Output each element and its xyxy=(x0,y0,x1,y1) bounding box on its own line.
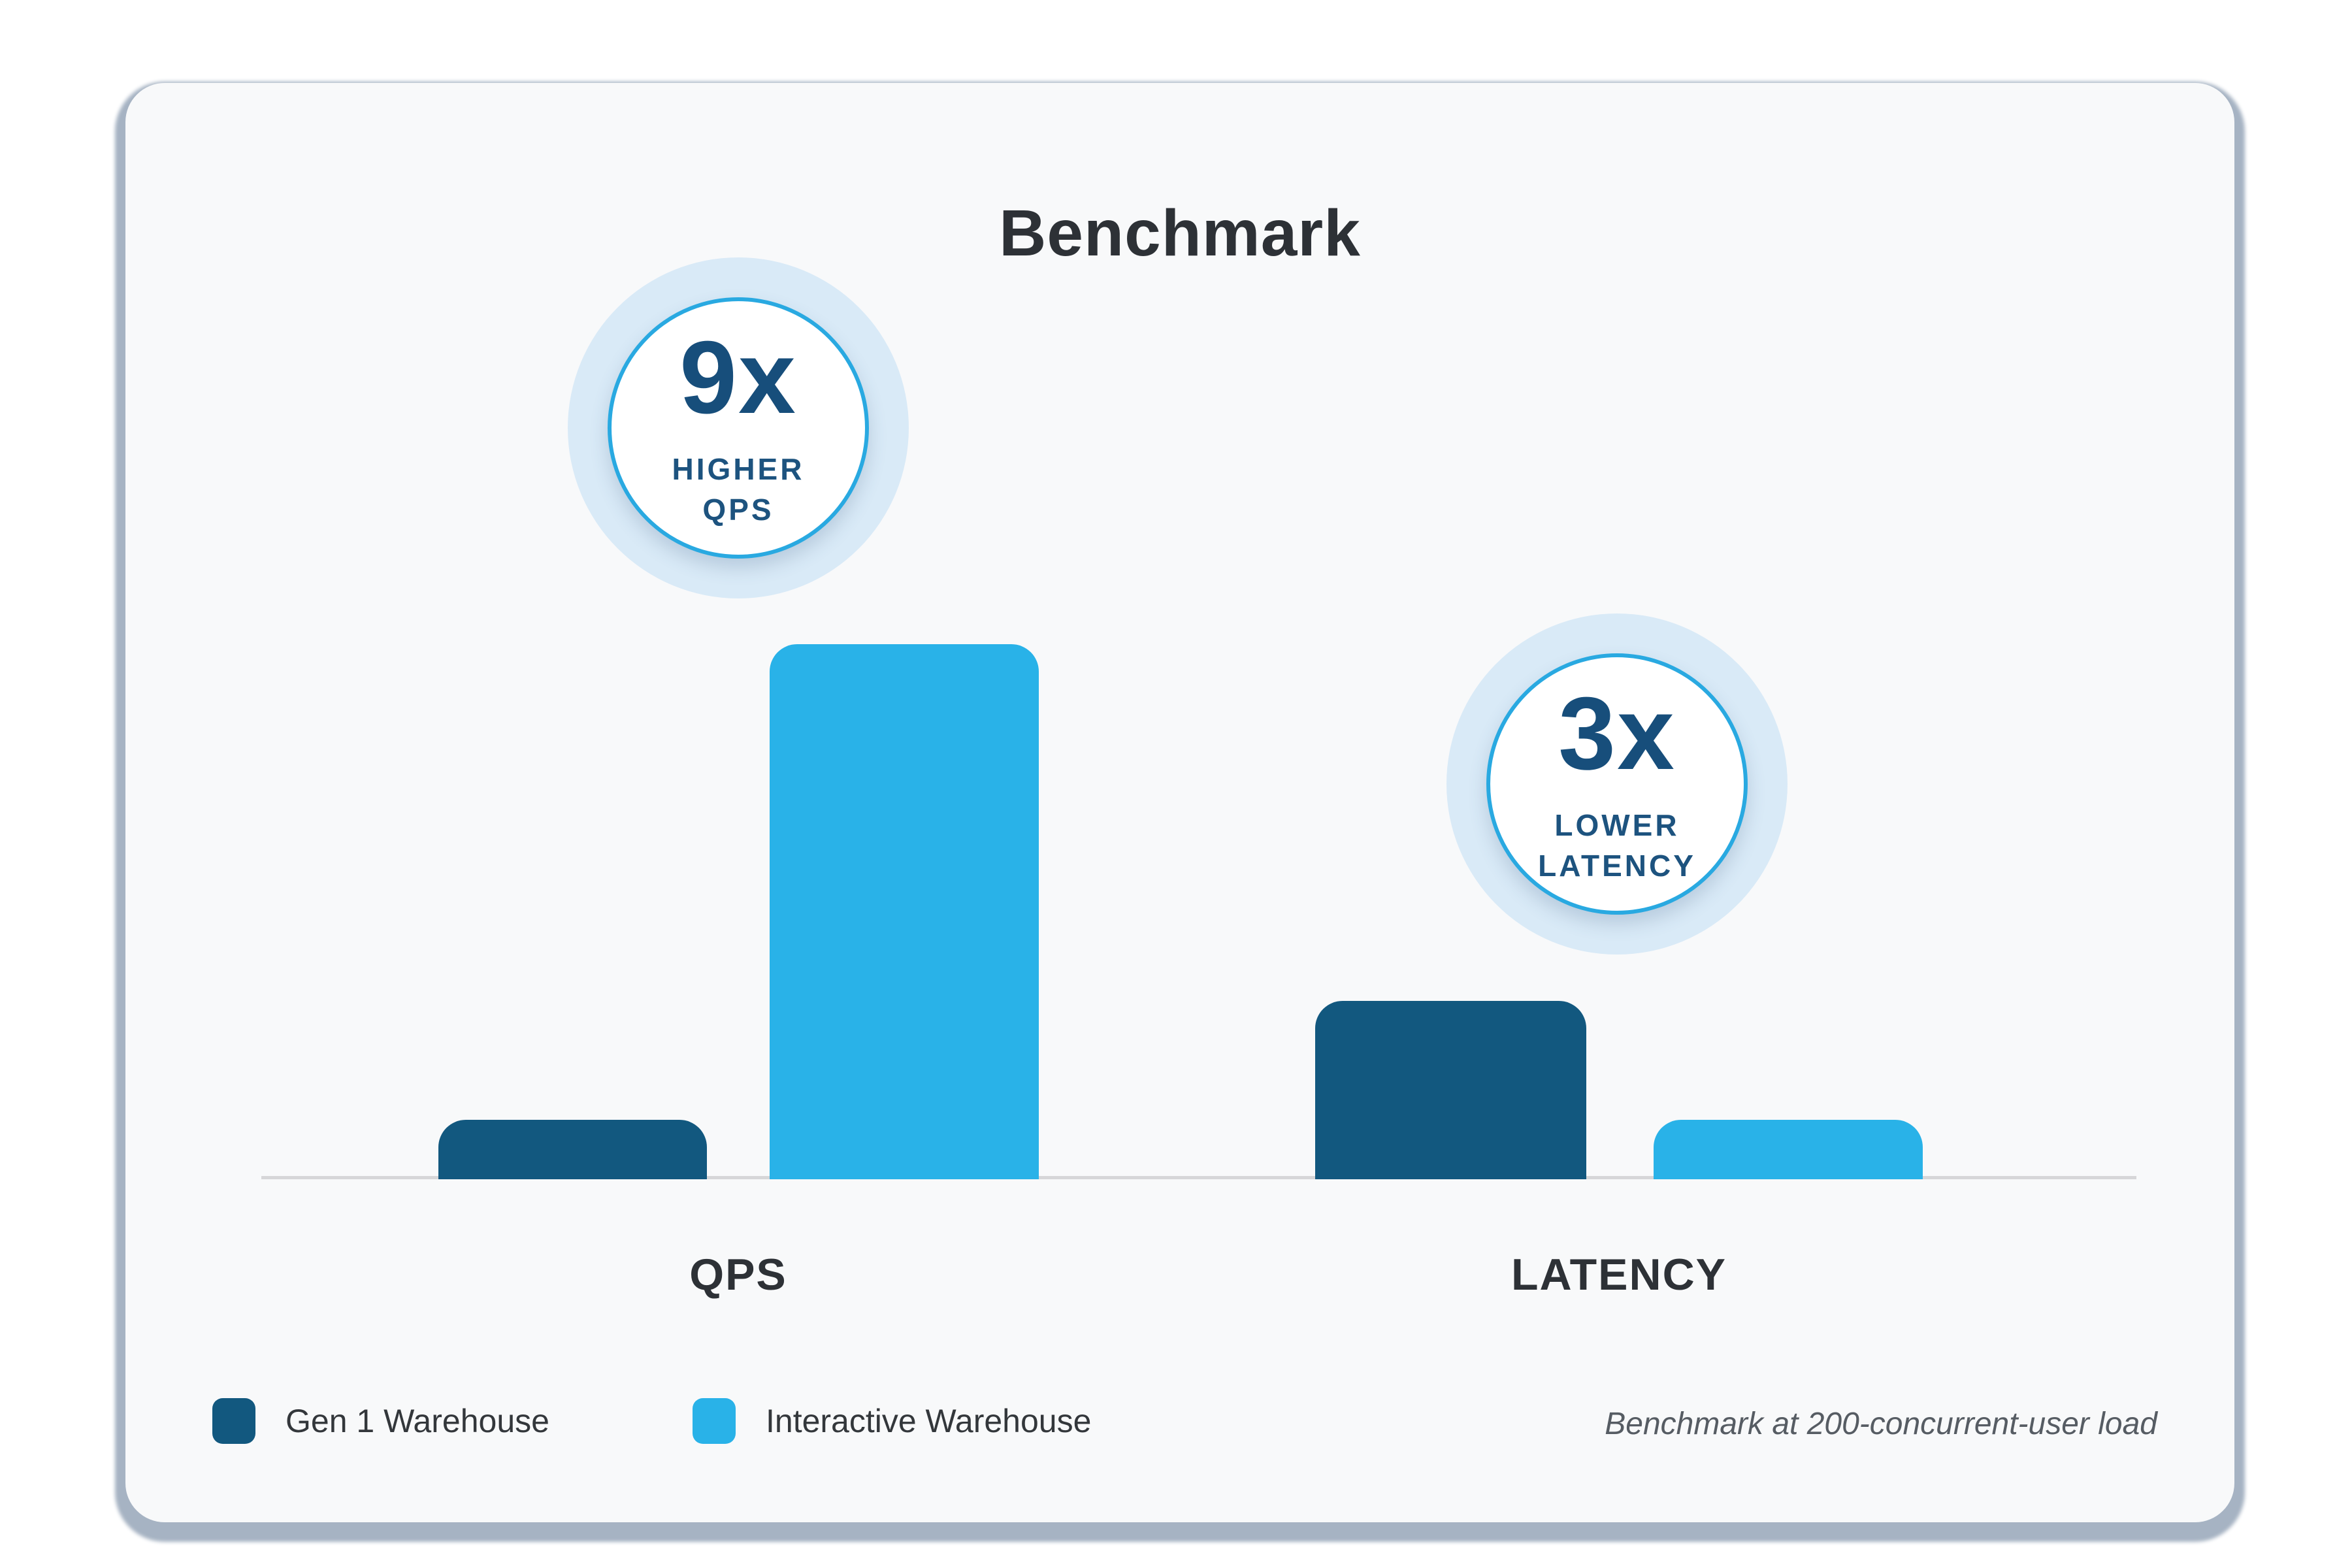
category-label-latency: LATENCY xyxy=(1511,1250,1727,1299)
bar-latency-gen1-warehouse xyxy=(1315,1001,1586,1179)
badge-lower-latency: 3x LOWER LATENCY xyxy=(1446,613,1788,955)
badge-lower-latency-value: 3x xyxy=(1558,676,1676,791)
bar-qps-interactive-warehouse xyxy=(770,644,1039,1179)
legend-item-gen1-warehouse: Gen 1 Warehouse xyxy=(212,1398,549,1444)
x-axis-baseline xyxy=(261,1176,2136,1179)
legend-swatch-interactive-warehouse xyxy=(693,1398,736,1444)
bar-latency-interactive-warehouse xyxy=(1654,1120,1923,1179)
legend-label-interactive-warehouse: Interactive Warehouse xyxy=(766,1403,1092,1439)
badge-lower-latency-label-line2: LATENCY xyxy=(1538,849,1696,883)
badge-lower-latency-label-line1: LOWER xyxy=(1554,808,1680,842)
legend-swatch-gen1-warehouse xyxy=(212,1398,255,1444)
badge-higher-qps-circle: 9x HIGHER QPS xyxy=(608,297,869,559)
legend-item-interactive-warehouse: Interactive Warehouse xyxy=(693,1398,1091,1444)
chart-card xyxy=(125,83,2234,1522)
legend-label-gen1-warehouse: Gen 1 Warehouse xyxy=(286,1403,549,1439)
badge-higher-qps-label-line2: QPS xyxy=(702,493,774,527)
category-label-qps: QPS xyxy=(689,1250,787,1299)
bar-qps-gen1-warehouse xyxy=(438,1120,707,1179)
chart-title: Benchmark xyxy=(999,197,1361,270)
badge-lower-latency-circle: 3x LOWER LATENCY xyxy=(1486,653,1748,915)
benchmark-caption: Benchmark at 200-concurrent-user load xyxy=(1605,1407,2157,1441)
badge-higher-qps: 9x HIGHER QPS xyxy=(568,257,909,598)
badge-higher-qps-label-line1: HIGHER xyxy=(672,451,805,486)
badge-higher-qps-value: 9x xyxy=(679,319,797,435)
